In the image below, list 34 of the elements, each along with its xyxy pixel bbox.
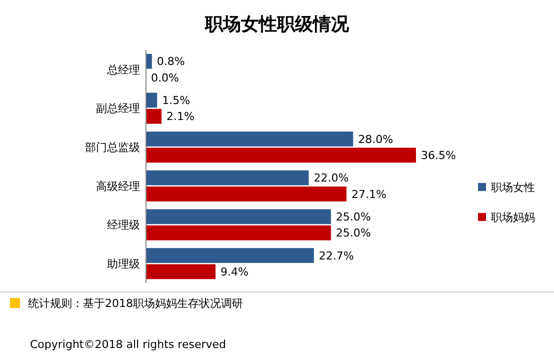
bar (146, 225, 331, 240)
y-tick-label: 助理级 (107, 257, 140, 270)
bar (146, 148, 416, 163)
data-label: 1.5% (162, 94, 190, 108)
bar (146, 248, 314, 263)
data-label: 22.7% (318, 249, 354, 262)
y-tick-label: 总经理 (106, 63, 140, 76)
data-label: 36.5% (421, 149, 456, 162)
data-label: 25.0% (336, 226, 371, 240)
data-label: 28.0% (358, 132, 394, 146)
data-label: 22.0% (314, 172, 349, 185)
legend-label: 职场女性 (491, 180, 535, 194)
data-label: 25.0% (336, 210, 371, 224)
chart-title: 职场女性职级情况 (204, 14, 350, 35)
bar (146, 170, 309, 186)
bar (146, 54, 152, 69)
data-label: 2.1% (166, 110, 194, 124)
data-label: 0.0% (151, 71, 179, 84)
data-label: 27.1% (351, 188, 386, 201)
bar (146, 209, 331, 224)
data-label: 9.4% (220, 266, 248, 279)
bar (146, 92, 158, 108)
y-tick-label: 高级经理 (96, 180, 140, 193)
y-tick-label: 经理级 (107, 218, 140, 232)
y-tick-label: 副总经理 (96, 102, 140, 116)
data-label: 0.8% (156, 55, 185, 68)
text: 统计规则：基于2018职场妈妈生存状况调研 (28, 296, 243, 310)
legend-label: 职场妈妈 (491, 210, 535, 224)
y-tick-label: 部门总监级 (85, 140, 140, 154)
bar (146, 186, 346, 202)
bar (146, 132, 354, 146)
bar (146, 108, 162, 124)
bar (146, 264, 216, 280)
text: Copyright©2018 all rights reserved (30, 338, 226, 351)
